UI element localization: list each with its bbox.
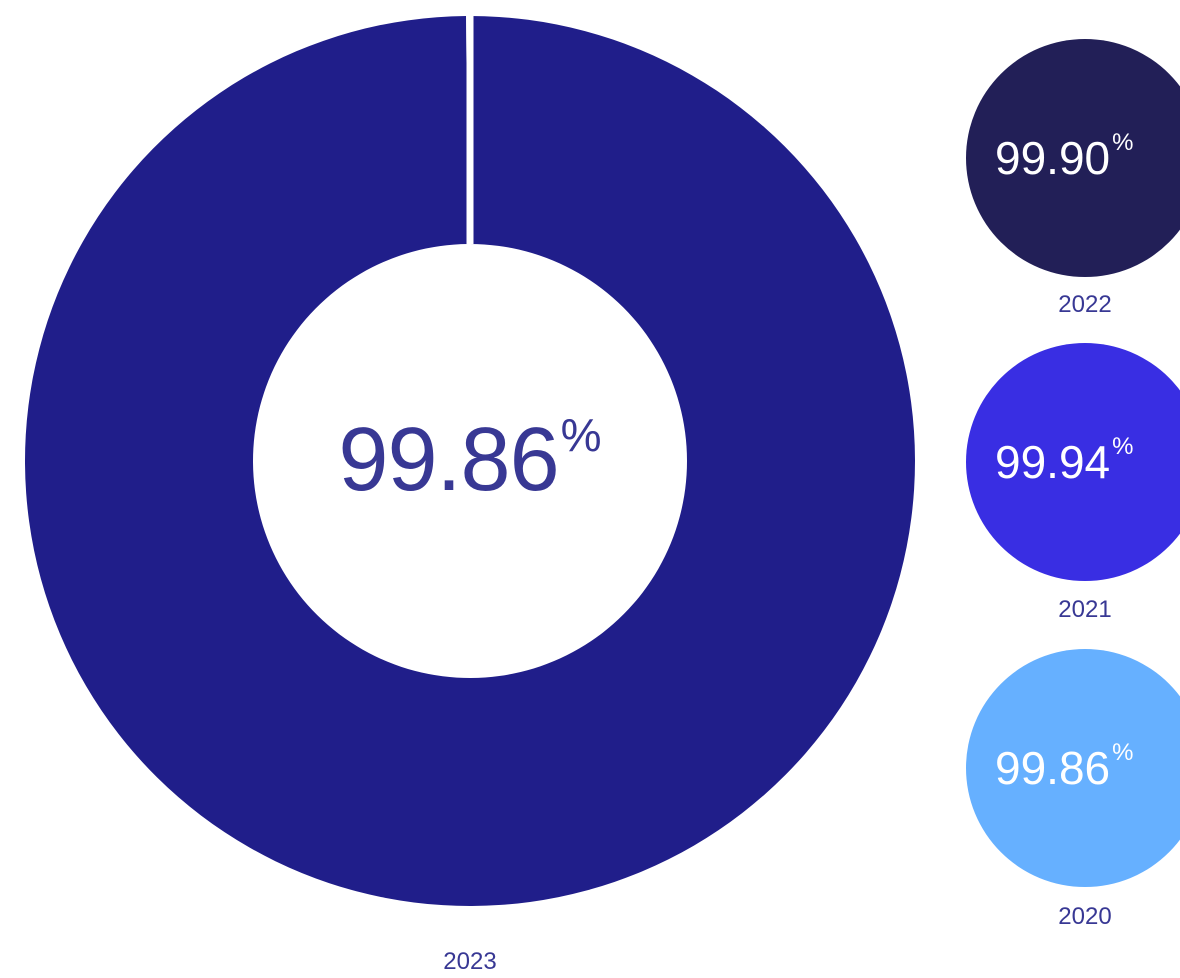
circle-2020: 99.86 % xyxy=(966,649,1180,887)
value-number-2022: 99.90 xyxy=(995,132,1111,184)
circle-2021: 99.94 % xyxy=(966,343,1180,581)
value-number-2021: 99.94 xyxy=(995,436,1111,488)
value-number-2020: 99.86 xyxy=(995,742,1111,794)
year-label-2022: 2022 xyxy=(1058,291,1112,318)
value-label-2022: 99.90 % xyxy=(995,39,1133,277)
value-unit-2021: % xyxy=(1112,433,1134,460)
main-value-unit: % xyxy=(560,409,602,461)
circle-2022: 99.90 % xyxy=(966,39,1180,277)
value-label-2020: 99.86 % xyxy=(995,649,1133,887)
year-label-2023: 2023 xyxy=(443,948,497,975)
main-value-number: 99.86 xyxy=(338,410,559,510)
value-unit-2022: % xyxy=(1112,129,1134,156)
value-unit-2020: % xyxy=(1112,739,1134,766)
year-label-2021: 2021 xyxy=(1058,596,1112,623)
donut-slice-2023 xyxy=(24,16,916,907)
value-label-2021: 99.94 % xyxy=(995,343,1133,581)
main-value-label: 99.86 % xyxy=(270,400,670,520)
year-label-2020: 2020 xyxy=(1058,903,1112,930)
